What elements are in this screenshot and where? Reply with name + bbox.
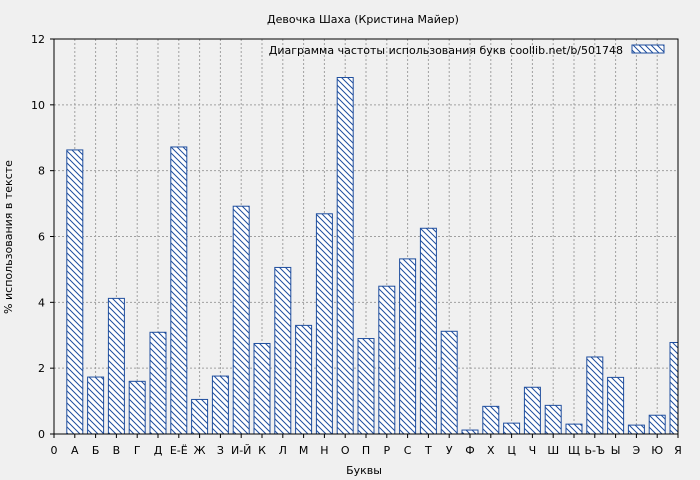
x-tick-label: Ю bbox=[651, 444, 663, 457]
x-tick-label: М bbox=[299, 444, 309, 457]
y-tick-label: 6 bbox=[38, 231, 45, 244]
bar bbox=[565, 423, 583, 435]
legend: Диаграмма частоты использования букв coo… bbox=[269, 44, 665, 57]
x-tick-label: З bbox=[217, 444, 224, 457]
x-tick-label: Р bbox=[383, 444, 390, 457]
x-tick-label: Е-Ё bbox=[170, 444, 188, 457]
x-tick-label: Т bbox=[424, 444, 432, 457]
x-tick-label: Д bbox=[154, 444, 163, 457]
x-tick-label: Э bbox=[633, 444, 641, 457]
x-tick-label: Н bbox=[320, 444, 328, 457]
bar bbox=[669, 341, 679, 435]
legend-label: Диаграмма частоты использования букв coo… bbox=[269, 44, 623, 57]
bar bbox=[149, 331, 167, 435]
bar bbox=[627, 424, 645, 435]
bar bbox=[544, 404, 562, 435]
y-axis-label: % использования в тексте bbox=[2, 160, 15, 314]
bar bbox=[461, 429, 479, 435]
x-tick-label: Б bbox=[92, 444, 100, 457]
x-tick-label: Щ bbox=[568, 444, 580, 457]
x-tick-label: В bbox=[113, 444, 121, 457]
x-tick-label: А bbox=[71, 444, 79, 457]
legend-swatch bbox=[631, 44, 665, 54]
x-tick-label: 0 bbox=[51, 444, 58, 457]
bar bbox=[378, 285, 396, 435]
bar bbox=[107, 297, 125, 435]
x-tick-label: Ь-Ъ bbox=[584, 444, 605, 457]
bar bbox=[482, 405, 500, 435]
x-tick-label: П bbox=[362, 444, 370, 457]
y-tick-label: 12 bbox=[31, 33, 45, 46]
x-tick-label: У bbox=[446, 444, 453, 457]
x-tick-label: Г bbox=[134, 444, 141, 457]
bar bbox=[295, 324, 313, 435]
x-tick-label: Ы bbox=[611, 444, 621, 457]
y-axis-ticks: 0 2 4 6 8 10 12 bbox=[31, 33, 54, 441]
bar bbox=[191, 398, 209, 435]
bar bbox=[440, 330, 458, 435]
bar bbox=[66, 149, 84, 435]
bar bbox=[419, 227, 437, 435]
x-tick-label: И-Й bbox=[231, 444, 251, 457]
bar bbox=[357, 338, 375, 435]
x-tick-label: Ф bbox=[465, 444, 474, 457]
bar bbox=[648, 414, 666, 435]
x-tick-label: Ш bbox=[547, 444, 559, 457]
x-tick-label: Л bbox=[279, 444, 287, 457]
bar bbox=[315, 213, 333, 435]
x-tick-label: Ж bbox=[194, 444, 206, 457]
x-axis-ticks: 0 А Б В Г Д Е-Ё Ж З И-Й К Л М Н О П Р С Т У Ф Х Ц Ч Ш Щ Ь-Ъ Ы Э Ю Я bbox=[51, 434, 682, 457]
bar bbox=[336, 77, 354, 435]
bar bbox=[399, 258, 417, 435]
y-tick-label: 8 bbox=[38, 165, 45, 178]
x-tick-label: Я bbox=[674, 444, 682, 457]
bar bbox=[503, 422, 521, 435]
x-tick-label: Ц bbox=[507, 444, 516, 457]
y-tick-label: 2 bbox=[38, 362, 45, 375]
chart-title: Девочка Шаха (Кристина Майер) bbox=[267, 13, 459, 26]
bar bbox=[211, 375, 229, 435]
bar bbox=[253, 342, 271, 435]
y-tick-label: 10 bbox=[31, 99, 45, 112]
x-axis-label: Буквы bbox=[346, 464, 382, 477]
bar bbox=[87, 376, 105, 435]
x-tick-label: О bbox=[341, 444, 350, 457]
x-tick-label: К bbox=[258, 444, 266, 457]
x-tick-label: С bbox=[404, 444, 412, 457]
bar bbox=[274, 266, 292, 435]
x-tick-label: Ч bbox=[529, 444, 537, 457]
bar bbox=[607, 376, 625, 435]
bar bbox=[232, 205, 250, 435]
bar bbox=[170, 146, 188, 435]
bars-group bbox=[66, 77, 679, 435]
x-tick-label: Х bbox=[487, 444, 495, 457]
bar bbox=[586, 356, 604, 435]
y-tick-label: 0 bbox=[38, 428, 45, 441]
bar bbox=[128, 380, 146, 435]
bar bbox=[523, 386, 541, 435]
y-tick-label: 4 bbox=[38, 296, 45, 309]
